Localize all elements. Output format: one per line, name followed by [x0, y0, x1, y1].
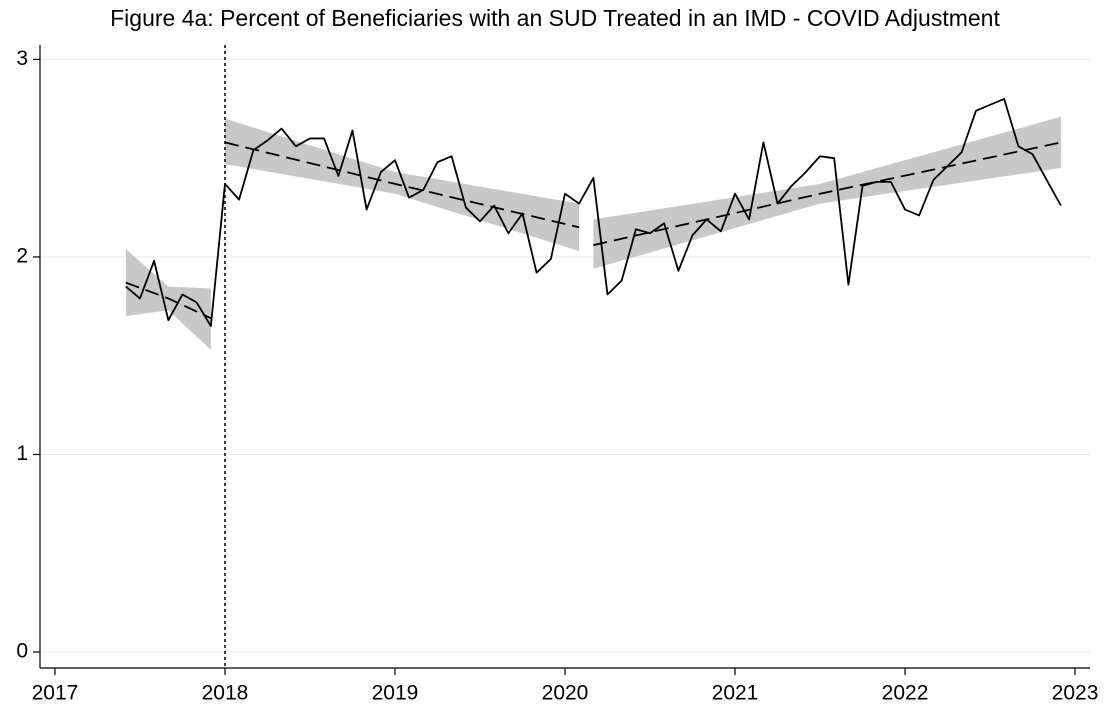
x-tick-label: 2018 — [202, 682, 249, 705]
fit-line — [224, 141, 580, 229]
fit-line — [125, 281, 212, 319]
data-line — [125, 98, 1062, 327]
y-tick-label: 2 — [16, 244, 28, 267]
y-tick-label: 1 — [16, 442, 28, 465]
x-tick-label: 2020 — [542, 682, 589, 705]
x-tick-label: 2021 — [712, 682, 759, 705]
confidence-band — [224, 118, 580, 252]
x-tick-label: 2023 — [1052, 682, 1099, 705]
y-tick-label: 0 — [16, 640, 28, 663]
x-tick-label: 2019 — [372, 682, 419, 705]
fit-line — [593, 141, 1062, 246]
chart-title: Figure 4a: Percent of Beneficiaries with… — [110, 5, 1000, 31]
y-tick-label: 3 — [16, 47, 28, 70]
x-tick-label: 2017 — [32, 682, 79, 705]
x-tick-label: 2022 — [882, 682, 929, 705]
